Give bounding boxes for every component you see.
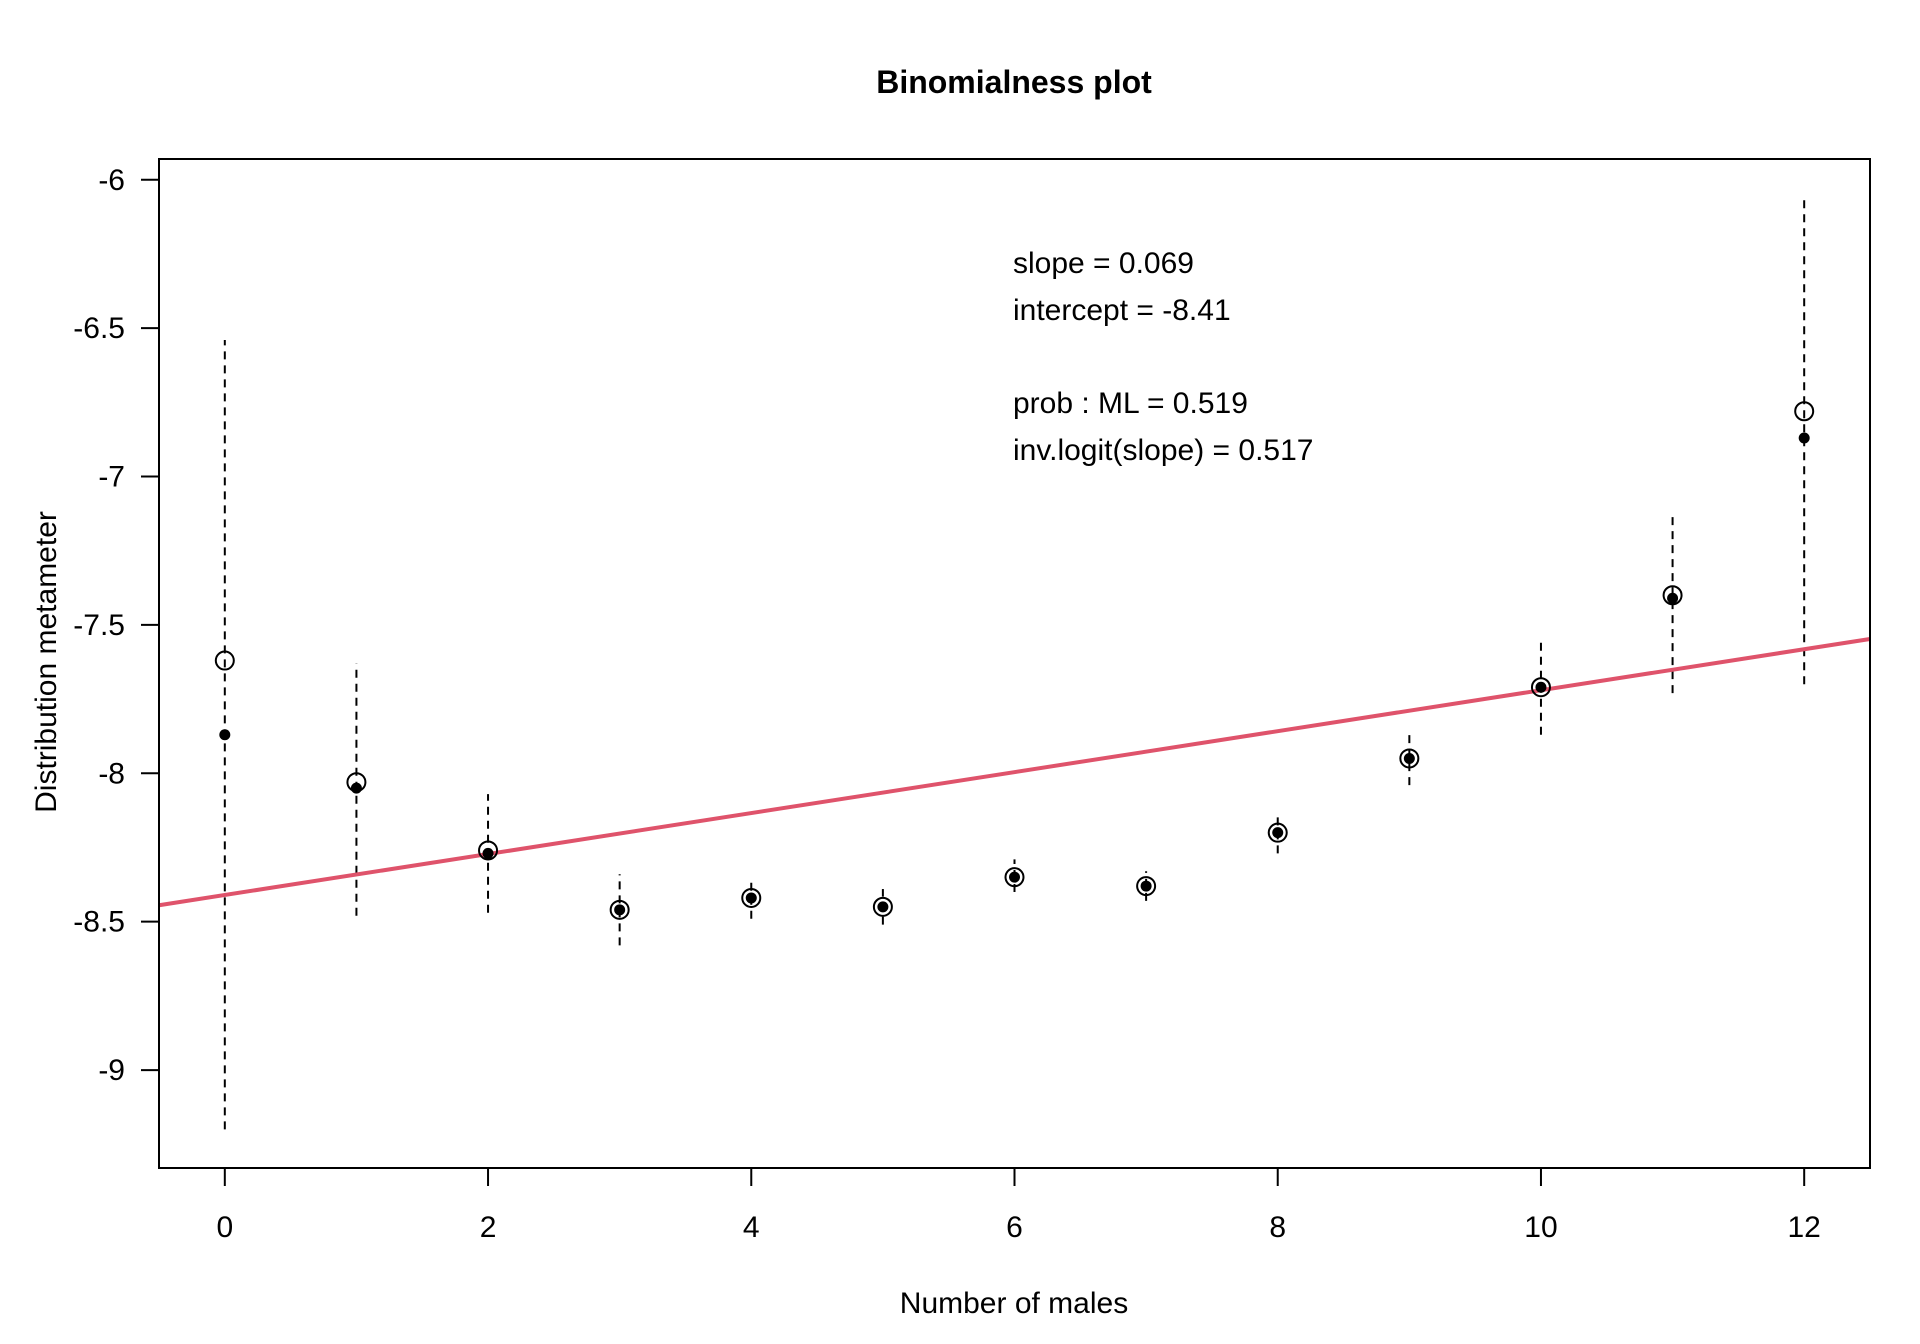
x-axis-label: Number of males bbox=[900, 1287, 1128, 1320]
y-tick-label: -7.5 bbox=[73, 609, 125, 642]
open-circle-point bbox=[214, 650, 235, 671]
filled-dot-point bbox=[1798, 432, 1810, 444]
x-tick-label: 8 bbox=[1269, 1211, 1286, 1244]
open-circle-point bbox=[1136, 876, 1157, 897]
annotation-line: slope = 0.069 bbox=[1013, 247, 1194, 280]
x-tick-label: 4 bbox=[743, 1211, 760, 1244]
open-circle-point bbox=[1794, 401, 1815, 422]
x-tick-label: 0 bbox=[216, 1211, 233, 1244]
fit-line bbox=[158, 637, 1871, 908]
x-tick-label: 10 bbox=[1524, 1211, 1557, 1244]
annotation-block: slope = 0.069 intercept = -8.41 prob : ML … bbox=[1013, 247, 1313, 467]
filled-dot-point bbox=[482, 847, 494, 859]
open-circle-point bbox=[1530, 677, 1551, 698]
filled-dot-point bbox=[1667, 592, 1679, 604]
x-tick-label: 12 bbox=[1788, 1211, 1821, 1244]
y-tick-label: -6.5 bbox=[73, 312, 125, 345]
filled-dot-point bbox=[219, 729, 231, 741]
filled-dot-point bbox=[1403, 752, 1415, 764]
open-circle-point bbox=[872, 896, 893, 917]
y-tick-label: -8 bbox=[98, 757, 125, 790]
y-tick-label: -9 bbox=[98, 1054, 125, 1087]
filled-dot-point bbox=[1009, 871, 1020, 883]
filled-dot-point bbox=[877, 901, 889, 913]
open-circle-point bbox=[478, 840, 499, 861]
open-circle-point bbox=[609, 899, 630, 920]
x-tick-label: 6 bbox=[1006, 1211, 1023, 1244]
open-circle-point bbox=[1662, 585, 1683, 606]
filled-dot-point bbox=[350, 782, 362, 794]
filled-dot-point bbox=[614, 904, 626, 916]
y-tick-label: -7 bbox=[98, 461, 125, 494]
open-circle-point bbox=[741, 887, 762, 908]
filled-dot-point bbox=[1140, 880, 1152, 892]
filled-dot-point bbox=[1535, 681, 1547, 693]
open-circle-point bbox=[1267, 822, 1288, 843]
filled-dot-point bbox=[1272, 827, 1284, 839]
x-tick-label: 2 bbox=[480, 1211, 497, 1244]
plot-area bbox=[158, 197, 1871, 1130]
annotation-line: intercept = -8.41 bbox=[1013, 294, 1231, 327]
y-tick-label: -8.5 bbox=[73, 906, 125, 939]
annotation-line: inv.logit(slope) = 0.517 bbox=[1013, 434, 1313, 467]
open-circle-point bbox=[1399, 748, 1420, 769]
y-tick-label: -6 bbox=[98, 164, 125, 197]
annotation-line: prob : ML = 0.519 bbox=[1013, 387, 1248, 420]
open-circle-point bbox=[1004, 867, 1025, 888]
y-axis-label: Distribution metameter bbox=[30, 511, 63, 813]
chart-title: Binomialness plot bbox=[876, 64, 1152, 100]
filled-dot-point bbox=[745, 892, 757, 904]
